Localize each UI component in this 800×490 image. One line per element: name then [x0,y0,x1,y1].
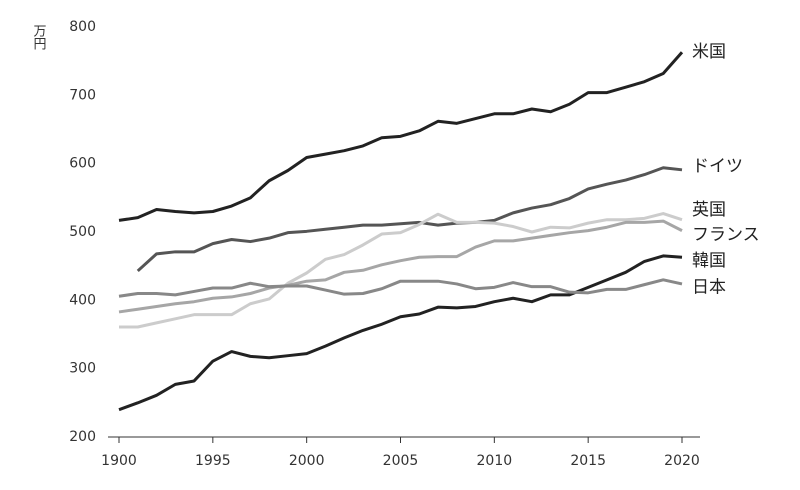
x-tick-label: 2015 [570,453,606,469]
y-tick-label: 800 [69,19,96,35]
series-line [136,166,683,273]
series-label: ドイツ [692,156,743,176]
y-tick-label: 500 [69,224,96,240]
series-label: 英国 [692,200,726,220]
series-line [118,254,683,412]
series-line [118,219,683,314]
x-tick-label: 1900 [101,453,137,469]
y-tick-label: 700 [69,87,96,103]
series-line [119,212,683,329]
y-axis-label: 万円 [31,24,47,50]
y-tick-label: 200 [69,429,96,445]
series-label: 米国 [692,42,726,62]
series-line [118,278,683,298]
x-tick-label: 2010 [477,453,513,469]
x-tick-label: 2000 [289,453,325,469]
series-label: 日本 [692,277,726,297]
x-tick-label: 2020 [664,453,700,469]
y-tick-label: 300 [69,361,96,377]
series-line [118,51,684,222]
x-tick-label: 1995 [195,453,231,469]
series-label: フランス [692,225,760,245]
y-tick-label: 600 [69,156,96,172]
x-tick-label: 2005 [383,453,419,469]
series-label: 韓国 [692,251,726,271]
y-tick-label: 400 [69,292,96,308]
